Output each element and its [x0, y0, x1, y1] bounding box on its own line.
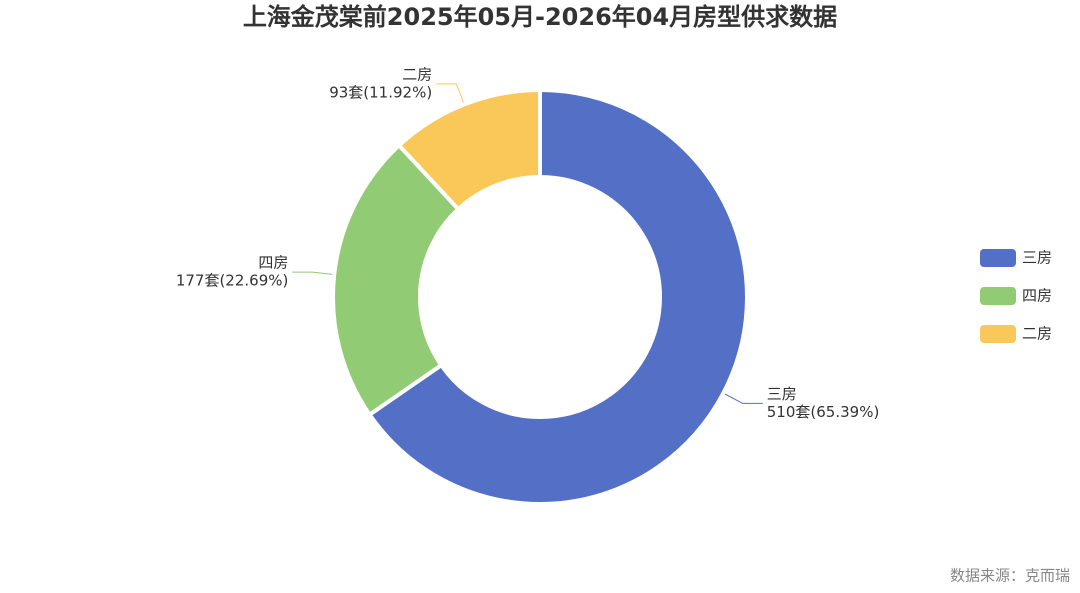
- leader-line: [724, 393, 763, 404]
- donut-slice: [397, 88, 542, 212]
- legend-swatch: [980, 325, 1016, 343]
- legend-label: 二房: [1022, 325, 1052, 343]
- slice-label: 四房: [258, 254, 288, 272]
- leader-line: [436, 83, 464, 103]
- donut-slice: [331, 143, 461, 417]
- leader-line: [292, 271, 333, 275]
- legend-label: 三房: [1022, 249, 1052, 267]
- source-note: 数据来源：克而瑞: [950, 567, 1070, 585]
- slice-value-label: 510套(65.39%): [767, 403, 880, 421]
- donut-slice: [367, 88, 749, 506]
- slice-label: 三房: [767, 385, 797, 403]
- slice-value-label: 93套(11.92%): [329, 83, 432, 101]
- chart-title: 上海金茂棠前2025年05月-2026年04月房型供求数据: [243, 3, 837, 31]
- slice-value-label: 177套(22.69%): [176, 272, 289, 290]
- legend-swatch: [980, 287, 1016, 305]
- legend-swatch: [980, 249, 1016, 267]
- slice-label: 二房: [402, 65, 432, 83]
- legend-label: 四房: [1022, 287, 1052, 305]
